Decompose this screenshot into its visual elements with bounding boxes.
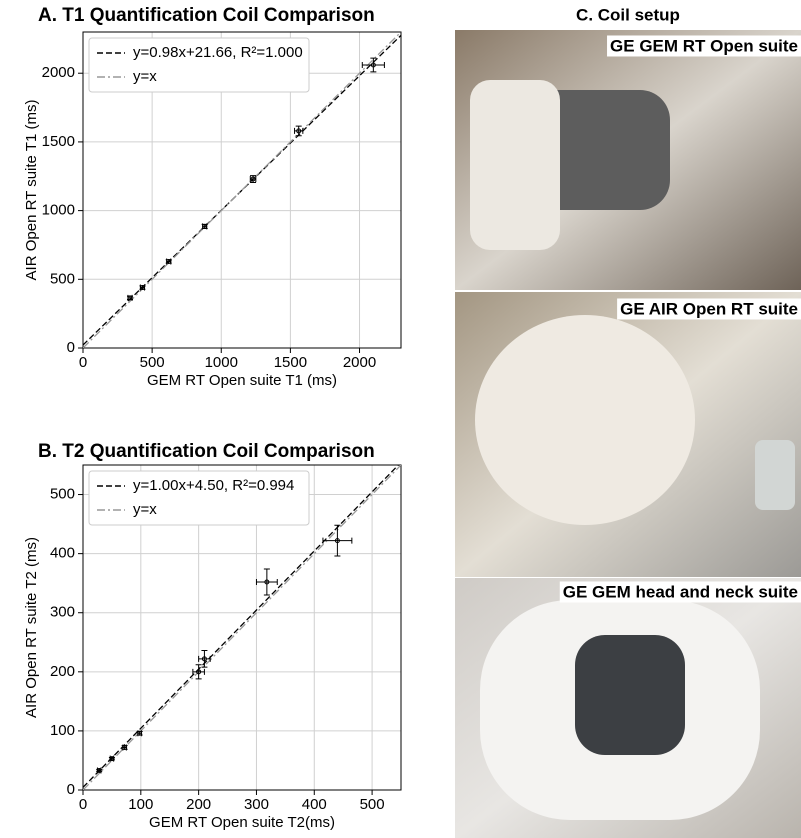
x-tick-label: 0 xyxy=(79,796,87,813)
chart-title: A. T1 Quantification Coil Comparison xyxy=(38,5,375,26)
x-axis-label: GEM RT Open suite T2(ms) xyxy=(149,814,335,831)
photo-3 xyxy=(455,578,801,838)
y-tick-label: 0 xyxy=(67,781,75,798)
legend-label: y=0.98x+21.66, R²=1.000 xyxy=(133,44,303,61)
y-tick-label: 500 xyxy=(50,270,75,287)
legend-label: y=x xyxy=(133,68,157,85)
x-axis-label: GEM RT Open suite T1 (ms) xyxy=(147,372,337,389)
x-tick-label: 400 xyxy=(302,796,327,813)
x-tick-label: 100 xyxy=(128,796,153,813)
x-tick-label: 500 xyxy=(360,796,385,813)
panel-title: C. Coil setup xyxy=(576,5,680,24)
coil-shape xyxy=(475,315,695,525)
y-tick-label: 300 xyxy=(50,604,75,621)
x-tick-label: 300 xyxy=(244,796,269,813)
legend-label: y=x xyxy=(133,501,157,518)
y-tick-label: 500 xyxy=(50,486,75,503)
x-tick-label: 0 xyxy=(79,354,87,371)
y-tick-label: 100 xyxy=(50,722,75,739)
chart-title: B. T2 Quantification Coil Comparison xyxy=(38,441,375,462)
photo-label: GE AIR Open RT suite xyxy=(620,299,798,318)
figure: C. Coil setup GE GEM RT Open suite GE AIR… xyxy=(0,0,801,838)
x-tick-label: 200 xyxy=(186,796,211,813)
x-tick-label: 1000 xyxy=(205,354,238,371)
legend-label: y=1.00x+4.50, R²=0.994 xyxy=(133,477,294,494)
y-tick-label: 1500 xyxy=(42,133,75,150)
x-tick-label: 500 xyxy=(140,354,165,371)
photo-2 xyxy=(455,292,801,577)
x-tick-label: 2000 xyxy=(343,354,376,371)
y-axis-label: AIR Open RT suite T1 (ms) xyxy=(23,100,40,281)
coil-shape xyxy=(755,440,795,510)
coil-shape xyxy=(470,80,560,250)
y-tick-label: 400 xyxy=(50,545,75,562)
y-tick-label: 2000 xyxy=(42,64,75,81)
y-axis-label: AIR Open RT suite T2 (ms) xyxy=(23,537,40,718)
y-tick-label: 200 xyxy=(50,663,75,680)
y-tick-label: 1000 xyxy=(42,202,75,219)
x-tick-label: 1500 xyxy=(274,354,307,371)
photo-1 xyxy=(455,30,801,290)
y-tick-label: 0 xyxy=(67,339,75,356)
photo-label: GE GEM RT Open suite xyxy=(610,36,798,55)
coil-shape xyxy=(575,635,685,755)
photo-label: GE GEM head and neck suite xyxy=(563,582,798,601)
